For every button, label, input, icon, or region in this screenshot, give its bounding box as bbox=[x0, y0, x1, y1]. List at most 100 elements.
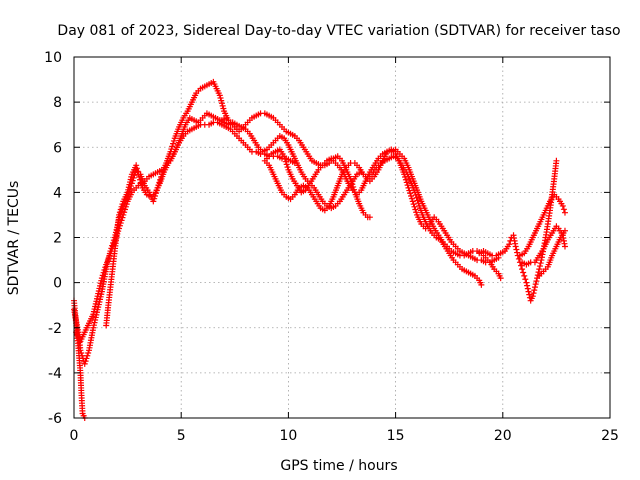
data-point-s1-3-1 bbox=[82, 358, 89, 365]
data-point-s7-16-1 bbox=[526, 291, 533, 298]
data-point-s3-6-4 bbox=[119, 201, 126, 208]
data-point-s7-15 bbox=[523, 279, 530, 286]
data-point-s1-35-2 bbox=[218, 97, 225, 104]
data-point-s3-6-1 bbox=[116, 209, 123, 216]
data-point-s3-10 bbox=[133, 162, 140, 169]
data-point-s1-19 bbox=[150, 198, 157, 205]
data-point-s7-10-2 bbox=[514, 249, 521, 256]
y-tick-label-8: 10 bbox=[44, 50, 62, 66]
data-point-s3-11-2 bbox=[137, 176, 144, 183]
data-point-s7-19-1 bbox=[532, 281, 539, 288]
x-axis-label: GPS time / hours bbox=[280, 458, 397, 474]
data-point-s10-6 bbox=[561, 227, 568, 234]
x-tick-label-0: 0 bbox=[70, 428, 79, 444]
data-point-s7-21-2 bbox=[537, 260, 544, 267]
data-point-s2-6-1 bbox=[99, 272, 106, 279]
data-point-s3-6-2 bbox=[117, 206, 124, 213]
data-point-s1-3-3 bbox=[84, 352, 91, 359]
data-point-s1-2-2 bbox=[79, 352, 86, 359]
data-point-s3-75-2 bbox=[411, 203, 418, 210]
y-tick-label-7: 8 bbox=[53, 95, 62, 111]
data-point-s1-23-2 bbox=[169, 143, 176, 150]
data-point-s6-35 bbox=[411, 189, 418, 196]
data-point-s7-21 bbox=[536, 266, 543, 273]
data-point-s7-19-2 bbox=[533, 278, 540, 285]
data-point-s6-35-1 bbox=[412, 192, 419, 199]
x-tick-label-5: 25 bbox=[601, 428, 619, 444]
data-point-s3-74-3 bbox=[408, 192, 415, 199]
data-point-s7-18-1 bbox=[530, 290, 537, 297]
data-point-s5-4 bbox=[281, 153, 288, 160]
data-point-s8-10 bbox=[559, 202, 566, 209]
data-point-s8-11 bbox=[561, 209, 568, 216]
data-point-s3-73-2 bbox=[402, 176, 409, 183]
data-point-s9-11 bbox=[561, 243, 568, 250]
y-tick-label-6: 6 bbox=[53, 140, 62, 156]
data-point-s7-21-1 bbox=[536, 263, 543, 270]
y-axis-label: SDTVAR / TECUs bbox=[6, 181, 22, 296]
data-point-s1-3-2 bbox=[83, 355, 90, 362]
data-point-s3-11-3 bbox=[137, 179, 144, 186]
data-point-s6-51 bbox=[478, 281, 485, 288]
data-point-s3-73-3 bbox=[403, 179, 410, 186]
data-point-s7-18 bbox=[529, 293, 536, 300]
data-point-s1-35-5 bbox=[220, 105, 227, 112]
data-point-s3-75-1 bbox=[410, 201, 417, 208]
data-point-s1-2 bbox=[77, 347, 84, 354]
y-tick-label-0: -6 bbox=[48, 411, 62, 427]
data-point-s7-13-1 bbox=[520, 269, 527, 276]
data-point-s7-13 bbox=[519, 266, 526, 273]
data-point-s2-9 bbox=[111, 239, 118, 246]
data-point-s2-6 bbox=[98, 275, 105, 282]
data-point-s3-6-3 bbox=[118, 203, 125, 210]
data-point-s4-35 bbox=[366, 214, 373, 221]
data-point-s2-6-3 bbox=[101, 266, 108, 273]
data-point-s3-10-2 bbox=[134, 168, 141, 175]
data-point-s2-6-2 bbox=[100, 269, 107, 276]
data-point-s6-35-3 bbox=[414, 197, 421, 204]
data-point-s7-11-1 bbox=[515, 255, 522, 262]
data-point-s1-35-4 bbox=[219, 102, 226, 109]
data-point-s7-7 bbox=[506, 241, 513, 248]
data-point-s7-15-1 bbox=[524, 282, 531, 289]
data-point-s3-74-2 bbox=[407, 190, 414, 197]
y-tick-label-4: 2 bbox=[53, 231, 62, 247]
data-point-s1-35-3 bbox=[218, 100, 225, 107]
x-tick-label-2: 10 bbox=[279, 428, 297, 444]
data-point-s7-10-1 bbox=[513, 246, 520, 253]
data-points bbox=[71, 78, 568, 421]
data-point-s3-75-4 bbox=[413, 209, 420, 216]
data-point-s1-19-1 bbox=[151, 195, 158, 202]
data-point-s3-11 bbox=[135, 171, 142, 178]
axis-ticks: 0 5 10 15 20 25 -6 -4 -2 0 2 4 6 8 10 bbox=[44, 50, 619, 444]
y-tick-label-3: 0 bbox=[53, 276, 62, 292]
data-point-s1-23-3 bbox=[170, 140, 177, 147]
data-point-s7-18-2 bbox=[531, 287, 538, 294]
data-point-s7-15-2 bbox=[524, 285, 531, 292]
data-point-s7-10 bbox=[512, 243, 519, 250]
y-tick-label-1: -4 bbox=[48, 366, 62, 382]
chart-title: Day 081 of 2023, Sidereal Day-to-day VTE… bbox=[57, 23, 620, 39]
x-tick-label-3: 15 bbox=[387, 428, 405, 444]
data-point-s3-75-3 bbox=[412, 206, 419, 213]
data-point-s3-11-4 bbox=[138, 182, 145, 189]
data-point-s7-12-1 bbox=[518, 262, 525, 269]
data-point-s5-4-3 bbox=[283, 161, 290, 168]
data-point-s7-29 bbox=[553, 157, 560, 164]
data-point-s1-2-1 bbox=[78, 350, 85, 357]
grid-lines bbox=[74, 57, 610, 418]
data-point-s1-3-4 bbox=[85, 350, 92, 357]
x-tick-label-4: 20 bbox=[494, 428, 512, 444]
data-point-s7-14 bbox=[521, 272, 528, 279]
data-point-s7-16 bbox=[525, 288, 532, 295]
data-point-s1-23-4 bbox=[170, 137, 177, 144]
data-point-s3-11-1 bbox=[136, 174, 143, 181]
y-tick-label-2: -2 bbox=[48, 321, 62, 337]
data-point-s1-3 bbox=[81, 360, 88, 367]
data-point-s3-75 bbox=[409, 198, 416, 205]
data-point-s5-4-4 bbox=[284, 164, 291, 171]
data-point-s1-35 bbox=[216, 92, 223, 99]
data-point-s5-4-1 bbox=[281, 155, 288, 162]
data-point-s5-4-2 bbox=[282, 158, 289, 165]
